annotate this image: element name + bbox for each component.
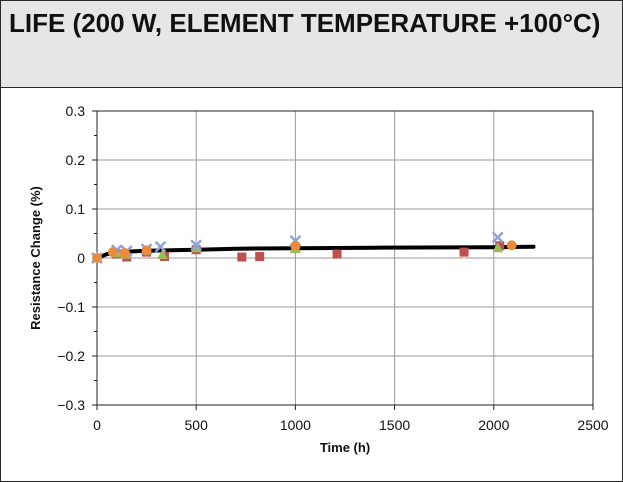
y-tick-label: −0.1 [57,299,85,315]
data-point-series-1 [255,252,265,262]
x-tick-label: 2500 [577,417,608,433]
data-point-series-1 [237,252,247,262]
y-axis-label: Resistance Change (%) [28,186,43,330]
x-tick-label: 1500 [379,417,410,433]
y-tick-label: 0 [77,250,85,266]
data-point-series-4 [107,247,118,258]
x-tick-label: 2000 [478,417,509,433]
y-tick-label: 0.2 [66,152,86,168]
data-point-series-3 [190,239,203,252]
data-point-series-4 [290,240,301,251]
grid-lines [96,110,594,406]
chart-header: LIFE (200 W, ELEMENT TEMPERATURE +100°C) [1,1,622,88]
tick-labels: 0.3 0.2 0.1 0 −0.1 −0.2 −0.3 0 500 1000 1500 2000 25… [57,103,608,433]
data-point-series-4 [119,248,130,259]
x-axis-label: Time (h) [320,440,370,455]
y-tick-label: 0.1 [66,201,86,217]
x-tick-label: 500 [185,417,209,433]
chart-title: LIFE (200 W, ELEMENT TEMPERATURE +100°C) [9,8,601,38]
data-point-series-3 [491,231,504,244]
data-point-series-4 [141,245,152,256]
x-tick-label: 1000 [280,417,311,433]
data-point-series-1 [495,241,505,251]
data-point-series-1 [459,247,469,257]
x-tick-label: 0 [93,417,101,433]
data-point-series-2 [156,249,168,260]
data-point-series-3 [154,240,167,253]
data-point-series-4 [506,240,517,251]
data-point-series-4 [92,253,102,263]
y-tick-label: −0.3 [57,397,85,413]
y-tick-label: 0.3 [66,103,86,119]
data-point-series-2 [492,242,504,253]
data-points [91,231,517,264]
data-point-series-1 [332,249,342,259]
y-tick-label: −0.2 [57,348,85,364]
